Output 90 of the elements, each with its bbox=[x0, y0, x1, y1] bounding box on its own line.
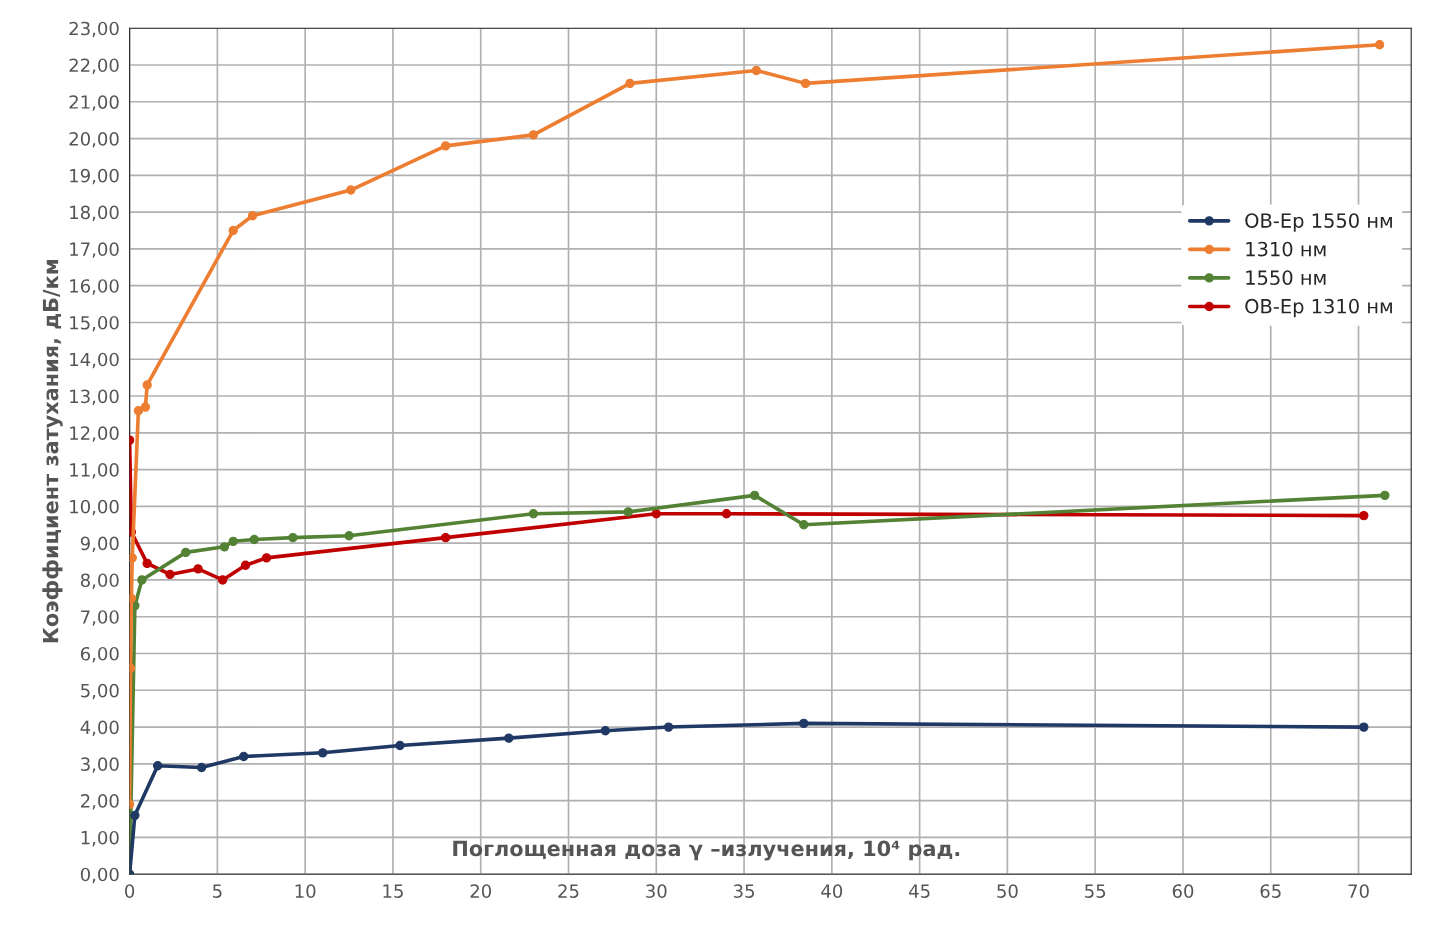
point bbox=[239, 751, 249, 762]
point bbox=[217, 575, 228, 585]
legend-label: 1550 нм bbox=[1246, 270, 1326, 285]
y-tick-label: 23,00 bbox=[69, 21, 119, 38]
point bbox=[800, 78, 811, 89]
point bbox=[142, 380, 152, 390]
point bbox=[344, 531, 354, 541]
x-tick-label: 20 bbox=[470, 884, 492, 898]
x-tick-label: 10 bbox=[295, 884, 316, 898]
point bbox=[153, 761, 163, 771]
point bbox=[625, 78, 635, 89]
y-axis-title: Коэффициент затухания, дБ/км bbox=[42, 260, 63, 643]
y-tick-label: 9,00 bbox=[80, 536, 119, 553]
y-tick-label: 7,00 bbox=[81, 610, 119, 626]
y-tick-label: 12,00 bbox=[70, 426, 119, 442]
point bbox=[228, 225, 238, 236]
point bbox=[249, 534, 259, 545]
y-tick-label: 17,00 bbox=[70, 242, 119, 258]
point bbox=[799, 520, 809, 530]
point bbox=[247, 211, 258, 221]
point bbox=[1374, 40, 1385, 50]
x-tick-label: 0 bbox=[125, 884, 135, 898]
point bbox=[440, 141, 451, 151]
point bbox=[318, 748, 328, 758]
y-tick-label: 11,00 bbox=[70, 463, 119, 479]
x-axis-title: Поглощенная доза γ –излучения, 10⁴ рад. bbox=[453, 840, 960, 861]
x-tick-label: 55 bbox=[1085, 884, 1106, 898]
x-tick-label: 60 bbox=[1172, 884, 1194, 898]
point bbox=[663, 722, 674, 732]
y-tick-label: 8,00 bbox=[80, 573, 119, 589]
point bbox=[749, 490, 760, 501]
x-tick-label: 35 bbox=[733, 884, 754, 898]
y-tick-label: 3,00 bbox=[81, 757, 119, 773]
point bbox=[395, 740, 405, 751]
legend-label: 1310 нм bbox=[1246, 241, 1326, 257]
y-tick-label: 18,00 bbox=[70, 205, 119, 222]
point bbox=[130, 810, 140, 821]
point bbox=[528, 509, 539, 519]
point bbox=[600, 726, 611, 736]
point bbox=[165, 569, 175, 580]
point bbox=[133, 406, 144, 416]
y-tick-label: 19,00 bbox=[70, 168, 119, 185]
y-tick-label: 21,00 bbox=[69, 95, 119, 111]
point bbox=[346, 185, 356, 195]
x-tick-label: 65 bbox=[1260, 884, 1281, 898]
y-tick-label: 16,00 bbox=[70, 279, 119, 295]
x-tick-label: 15 bbox=[383, 884, 403, 898]
y-tick-label: 15,00 bbox=[70, 315, 119, 332]
point bbox=[721, 509, 732, 519]
point bbox=[528, 130, 539, 140]
legend-label: ОВ-Ер 1310 нм bbox=[1245, 298, 1392, 318]
point bbox=[228, 536, 238, 546]
x-tick-label: 40 bbox=[821, 884, 843, 898]
y-tick-label: 13,00 bbox=[70, 389, 119, 405]
point bbox=[181, 547, 191, 558]
point bbox=[261, 553, 272, 563]
x-tick-label: 30 bbox=[646, 884, 667, 898]
point bbox=[137, 575, 147, 585]
point bbox=[651, 509, 661, 519]
point bbox=[751, 65, 762, 76]
point bbox=[196, 762, 207, 773]
x-tick-label: 5 bbox=[213, 884, 222, 898]
point bbox=[799, 718, 809, 729]
point bbox=[193, 564, 203, 574]
point bbox=[142, 558, 152, 569]
point bbox=[219, 542, 230, 552]
y-tick-label: 20,00 bbox=[69, 132, 119, 148]
y-tick-label: 22,00 bbox=[69, 58, 119, 74]
point bbox=[1359, 510, 1369, 521]
point bbox=[1380, 490, 1390, 501]
y-tick-label: 4,00 bbox=[80, 720, 119, 737]
y-tick-label: 1,00 bbox=[81, 830, 119, 847]
y-tick-label: 2,00 bbox=[81, 794, 119, 810]
point bbox=[240, 560, 251, 570]
y-tick-label: 14,00 bbox=[70, 352, 119, 369]
point bbox=[1359, 722, 1369, 732]
point bbox=[504, 733, 514, 743]
y-tick-label: 0,00 bbox=[80, 867, 119, 884]
y-tick-label: 5,00 bbox=[81, 683, 119, 700]
y-tick-label: 6,00 bbox=[80, 646, 119, 663]
point bbox=[623, 507, 633, 517]
y-tick-label: 10,00 bbox=[70, 499, 119, 516]
point bbox=[140, 402, 151, 412]
x-tick-label: 50 bbox=[997, 884, 1018, 898]
x-tick-label: 45 bbox=[909, 884, 930, 898]
point bbox=[288, 532, 298, 543]
point bbox=[440, 532, 451, 543]
x-tick-label: 25 bbox=[558, 884, 579, 898]
x-tick-label: 70 bbox=[1348, 884, 1369, 898]
legend-label: ОВ-Ер 1550 нм bbox=[1245, 213, 1392, 232]
